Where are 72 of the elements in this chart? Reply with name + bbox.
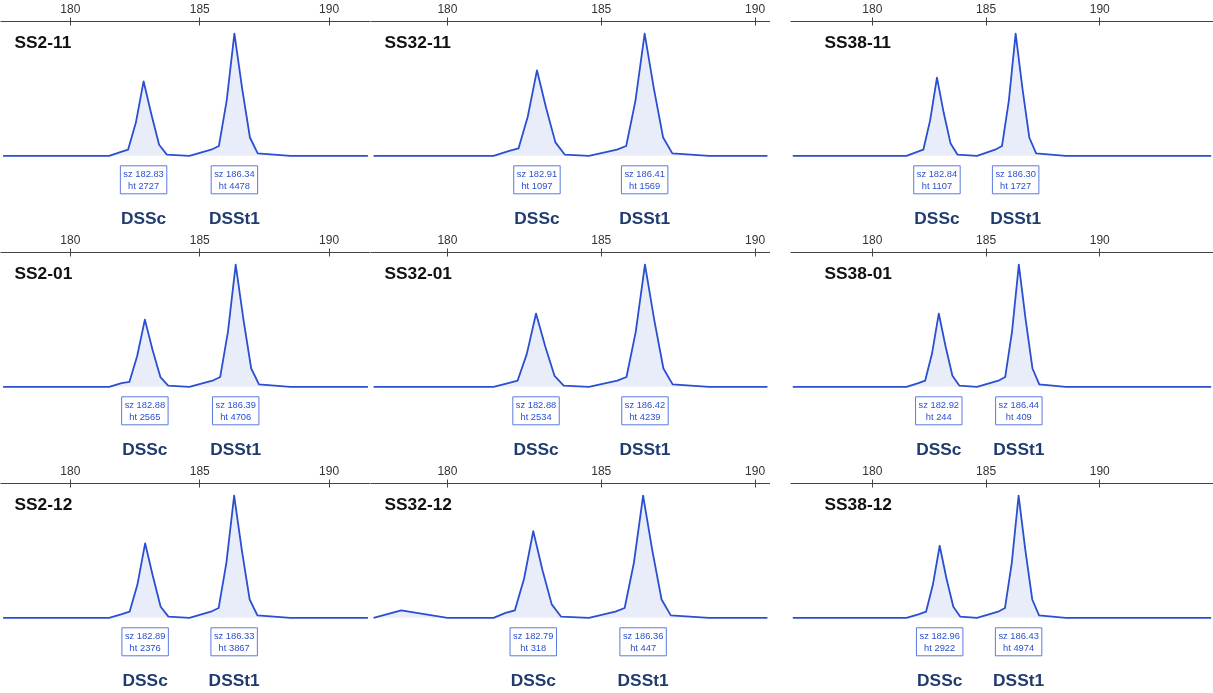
annotation: sz 186.41 ht 1569 bbox=[624, 168, 665, 191]
x-tick-label: 180 bbox=[437, 463, 458, 478]
chart-title: SS2-12 bbox=[14, 494, 73, 515]
annotation: sz 182.91 ht 1097 bbox=[516, 168, 558, 191]
chart-title: SS2-01 bbox=[14, 263, 73, 284]
x-tick-label: 185 bbox=[591, 1, 612, 16]
x-tick-label: 180 bbox=[437, 1, 458, 16]
text: DSSt1 bbox=[993, 669, 1045, 690]
annotation: sz 182.92 ht 244 bbox=[918, 399, 960, 422]
text: DSSt1 bbox=[208, 669, 261, 690]
text: DSSc bbox=[513, 438, 560, 459]
annotation: sz 186.43 ht 4974 bbox=[998, 630, 1039, 653]
text: DSSc bbox=[916, 438, 962, 459]
chart-title: SS32-12 bbox=[384, 494, 452, 515]
text: DSSt1 bbox=[993, 438, 1045, 459]
x-tick-label: 185 bbox=[976, 1, 997, 16]
annotation: sz 186.30 ht 1727 bbox=[995, 168, 1036, 191]
x-tick-label: 190 bbox=[1089, 1, 1111, 16]
chart-title: SS32-11 bbox=[384, 32, 452, 53]
annotation: sz 186.33 ht 3867 bbox=[213, 630, 255, 653]
x-tick-label: 185 bbox=[976, 232, 997, 247]
chart-title: SS2-11 bbox=[14, 32, 72, 53]
annotation: sz 182.79 ht 318 bbox=[513, 630, 554, 653]
x-tick-label: 180 bbox=[437, 232, 458, 247]
text: DSSt1 bbox=[619, 438, 671, 459]
annotation: sz 182.88 ht 2534 bbox=[515, 399, 557, 422]
text: DSSc bbox=[122, 669, 169, 690]
text: DSSt1 bbox=[208, 207, 261, 228]
annotation: sz 186.34 ht 4478 bbox=[214, 168, 255, 191]
x-tick-label: 180 bbox=[60, 463, 81, 478]
text: DSSc bbox=[122, 438, 168, 459]
x-tick-label: 185 bbox=[189, 232, 211, 247]
annotation: sz 182.96 ht 2922 bbox=[919, 630, 960, 653]
annotation: sz 182.88 ht 2565 bbox=[124, 399, 166, 422]
x-tick-label: 190 bbox=[319, 463, 340, 478]
x-tick-label: 190 bbox=[1089, 463, 1111, 478]
chart-title: SS32-01 bbox=[384, 263, 453, 284]
text: DSSc bbox=[120, 207, 167, 228]
x-tick-label: 180 bbox=[60, 232, 81, 247]
text: DSSc bbox=[510, 669, 557, 690]
x-tick-label: 185 bbox=[591, 232, 612, 247]
x-tick-label: 180 bbox=[60, 1, 81, 16]
text: DSSc bbox=[917, 669, 963, 690]
x-tick-label: 190 bbox=[745, 232, 766, 247]
annotation: sz 182.84 ht 1107 bbox=[916, 168, 958, 191]
text: DSSt1 bbox=[990, 207, 1042, 228]
x-tick-label: 185 bbox=[189, 463, 211, 478]
text: DSSc bbox=[514, 207, 560, 228]
annotation: sz 182.83 ht 2727 bbox=[123, 168, 164, 191]
x-tick-label: 190 bbox=[1089, 232, 1111, 247]
text: DSSt1 bbox=[210, 438, 262, 459]
x-tick-label: 185 bbox=[591, 463, 612, 478]
annotation: sz 186.36 ht 447 bbox=[622, 630, 664, 653]
x-tick-label: 190 bbox=[319, 1, 340, 16]
annotation: sz 186.39 ht 4706 bbox=[215, 399, 256, 422]
annotation: sz 186.42 ht 4239 bbox=[624, 399, 666, 422]
x-tick-label: 180 bbox=[862, 1, 883, 16]
x-tick-label: 190 bbox=[745, 1, 766, 16]
annotation: sz 186.44 ht 409 bbox=[998, 399, 1040, 422]
text: DSSc bbox=[914, 207, 960, 228]
chart-title: SS38-01 bbox=[824, 263, 893, 284]
chart-title: SS38-11 bbox=[824, 32, 892, 53]
x-tick-label: 180 bbox=[862, 232, 883, 247]
chart-title: SS38-12 bbox=[824, 494, 892, 515]
text: DSSt1 bbox=[617, 669, 669, 690]
annotation: sz 182.89 ht 2376 bbox=[124, 630, 166, 653]
text: DSSt1 bbox=[619, 207, 671, 228]
x-tick-label: 190 bbox=[319, 232, 340, 247]
x-tick-label: 185 bbox=[189, 1, 211, 16]
x-tick-label: 190 bbox=[745, 463, 766, 478]
x-tick-label: 185 bbox=[976, 463, 997, 478]
x-tick-label: 180 bbox=[862, 463, 883, 478]
